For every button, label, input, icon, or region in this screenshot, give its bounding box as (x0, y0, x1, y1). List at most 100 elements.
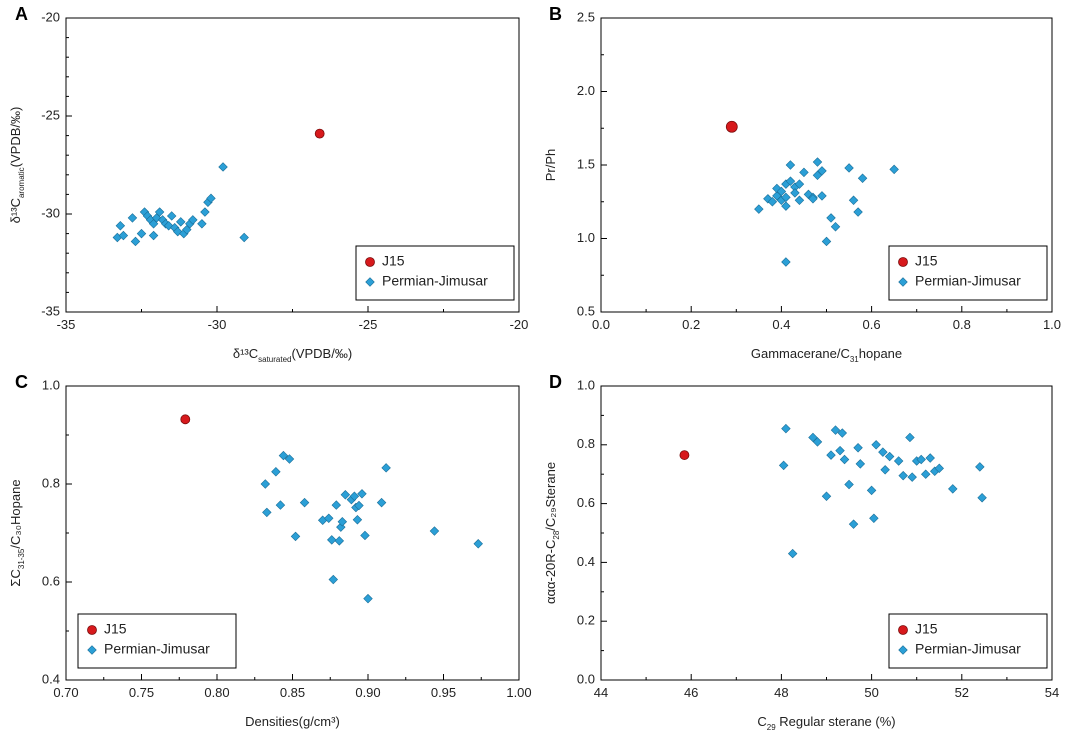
data-point-permian-jimusar (794, 179, 805, 189)
y-axis-label: Pr/Ph (543, 149, 558, 182)
legend-marker-circle (365, 257, 375, 267)
data-point-permian-jimusar (977, 492, 987, 503)
data-point-permian-jimusar (916, 454, 926, 465)
data-point-permian-jimusar (381, 463, 391, 473)
data-point-permian-jimusar (781, 201, 791, 211)
data-point-permian-jimusar (812, 437, 823, 447)
data-point-permian-jimusar (376, 497, 387, 508)
y-tick-label: 0.4 (577, 554, 595, 569)
panel-letter: D (549, 372, 562, 392)
data-point-permian-jimusar (835, 445, 845, 456)
legend-marker-diamond (898, 277, 908, 287)
data-point-permian-jimusar (340, 490, 351, 500)
data-point-permian-jimusar (136, 228, 147, 239)
data-point-permian-jimusar (337, 517, 348, 527)
x-tick-label: 0.80 (204, 685, 229, 700)
data-point-permian-jimusar (880, 465, 890, 475)
x-tick-label: 0.85 (280, 685, 305, 700)
legend-label: J15 (104, 621, 127, 637)
data-point-permian-jimusar (781, 257, 791, 267)
data-point-permian-jimusar (778, 460, 789, 471)
data-point-permian-jimusar (853, 207, 863, 217)
data-point-permian-jimusar (905, 432, 915, 443)
panel-d: D 44 46 48 50 52 54 0.0 0.2 0.4 0.6 0.8 1.0 C29 Regul… (543, 372, 1059, 732)
data-point-permian-jimusar (197, 219, 207, 229)
data-point-permian-jimusar (336, 522, 346, 532)
y-tick-label: -20 (41, 9, 60, 24)
data-point-permian-jimusar (166, 211, 177, 221)
x-tick-label: 0.6 (863, 317, 881, 332)
data-point-permian-jimusar (206, 193, 216, 204)
data-point-permian-jimusar (907, 472, 917, 482)
data-point-permian-jimusar (837, 428, 848, 438)
legend-label: Permian-Jimusar (382, 273, 488, 289)
data-point-permian-jimusar (262, 507, 272, 518)
data-point-permian-jimusar (327, 535, 337, 545)
x-tick-label: 44 (594, 685, 608, 700)
x-tick-label: 0.0 (592, 317, 610, 332)
data-point-permian-jimusar (898, 470, 908, 481)
legend-marker-circle (898, 257, 908, 267)
legend-marker-diamond (365, 277, 375, 287)
data-point-j15 (180, 414, 191, 425)
data-point-permian-jimusar (154, 207, 165, 217)
data-point-permian-jimusar (357, 489, 367, 499)
data-point-permian-jimusar (817, 191, 827, 201)
data-point-permian-jimusar (975, 462, 985, 472)
data-point-permian-jimusar (790, 188, 800, 198)
y-axis-label: δ¹³Caromatic(VPDB/‰) (8, 107, 26, 224)
data-point-permian-jimusar (299, 497, 310, 508)
data-point-permian-jimusar (948, 484, 958, 494)
y-tick-label: 0.8 (577, 436, 595, 451)
data-point-j15 (725, 120, 738, 133)
data-point-permian-jimusar (239, 232, 249, 243)
data-point-permian-jimusar (763, 194, 773, 204)
data-point-permian-jimusar (812, 157, 823, 167)
data-point-permian-jimusar (115, 221, 126, 231)
data-point-permian-jimusar (884, 451, 895, 462)
x-tick-label: 0.75 (129, 685, 154, 700)
legend-marker-circle (898, 625, 908, 635)
data-point-j15 (679, 450, 690, 460)
data-point-permian-jimusar (785, 160, 796, 170)
legend-box (888, 613, 1048, 669)
data-point-permian-jimusar (889, 164, 899, 175)
panel-letter: A (15, 4, 28, 24)
y-tick-label: 0.5 (577, 303, 595, 318)
data-point-permian-jimusar (127, 213, 138, 223)
legend-marker-diamond (87, 645, 97, 655)
y-tick-label: 0.6 (42, 573, 60, 588)
data-point-permian-jimusar (354, 500, 364, 511)
legend-label: Permian-Jimusar (915, 273, 1021, 289)
data-point-permian-jimusar (218, 162, 228, 172)
x-tick-label: 0.4 (772, 317, 790, 332)
data-point-permian-jimusar (821, 236, 832, 247)
y-tick-label: 0.8 (42, 475, 60, 490)
legend-label: Permian-Jimusar (104, 641, 210, 657)
y-tick-label: 1.0 (577, 377, 595, 392)
x-axis-label: δ¹³Csaturated(VPDB/‰) (233, 346, 352, 364)
data-point-permian-jimusar (799, 167, 809, 178)
data-point-permian-jimusar (934, 463, 944, 474)
panel-letter: C (15, 372, 28, 392)
data-point-permian-jimusar (830, 425, 841, 435)
legend-label: J15 (915, 621, 938, 637)
x-tick-label: 0.70 (53, 685, 78, 700)
data-point-permian-jimusar (163, 221, 174, 231)
x-tick-label: 48 (774, 685, 788, 700)
data-point-permian-jimusar (787, 548, 798, 559)
data-point-permian-jimusar (772, 183, 782, 194)
data-point-permian-jimusar (363, 593, 373, 604)
x-axis-label: Gammacerane/C31hopane (751, 346, 902, 364)
y-axis-label: ΣC31-35/C₃₀Hopane (8, 479, 26, 586)
panel-c: C 0.70 0.75 0.80 0.85 0.90 0.95 1.00 0.4 0.6 0.8 1.… (8, 372, 532, 729)
data-point-permian-jimusar (878, 447, 888, 457)
data-point-permian-jimusar (920, 469, 931, 479)
x-tick-label: 0.95 (431, 685, 456, 700)
data-point-permian-jimusar (785, 176, 796, 186)
data-point-permian-jimusar (473, 539, 483, 549)
data-point-permian-jimusar (869, 513, 879, 524)
data-point-permian-jimusar (130, 236, 141, 247)
data-point-permian-jimusar (360, 530, 370, 541)
data-point-permian-jimusar (278, 450, 289, 461)
